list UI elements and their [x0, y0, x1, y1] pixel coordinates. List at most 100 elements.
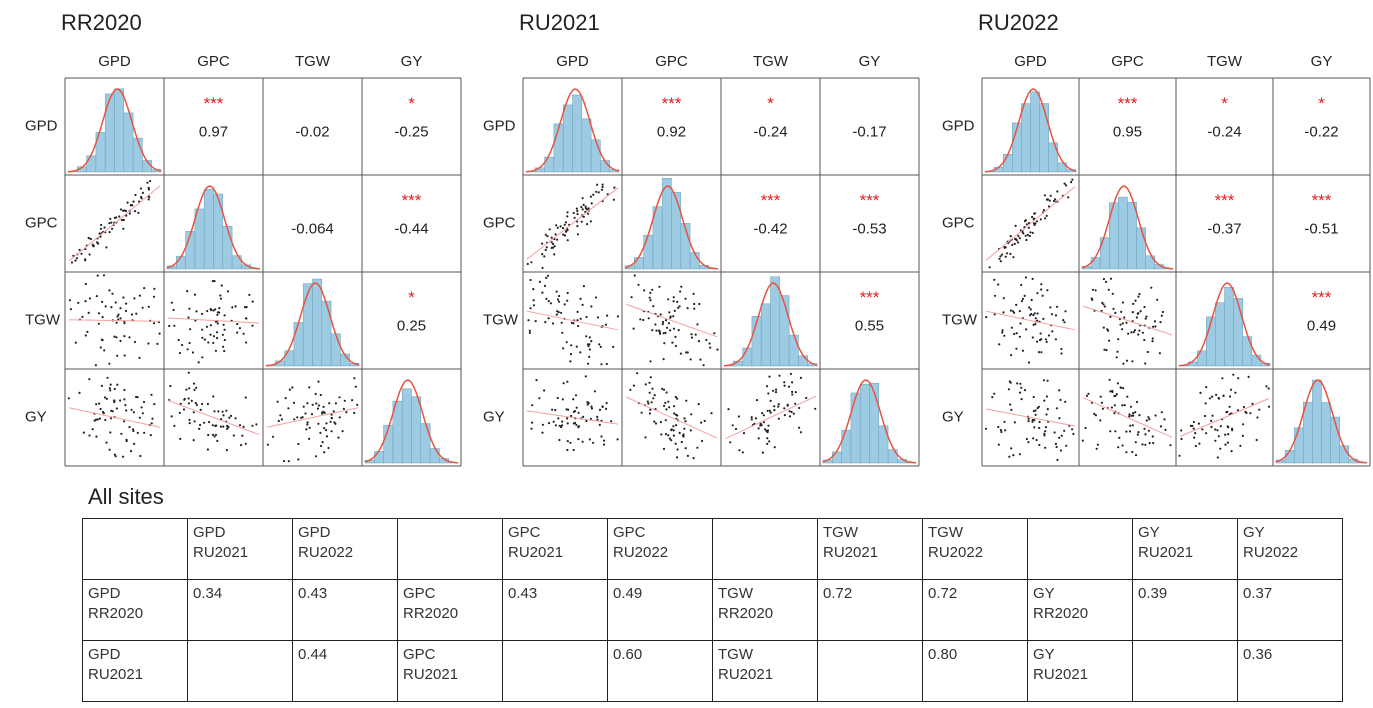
scatter-point: [119, 339, 122, 343]
scatter-point: [223, 328, 226, 331]
scatter-point: [193, 388, 196, 391]
scatter-point: [538, 397, 541, 400]
scatter-point: [338, 396, 341, 399]
scatter-point: [593, 390, 597, 393]
scatter-point: [306, 423, 309, 426]
scatter-point: [999, 428, 1003, 432]
scatter-point: [538, 280, 542, 283]
scatter-point: [1000, 253, 1004, 256]
scatter-point: [255, 423, 258, 426]
row-label: GY: [25, 408, 47, 425]
table-cell: 0.37: [1237, 579, 1343, 641]
scatter-point: [192, 411, 195, 414]
table-cell: GY RR2020: [1027, 579, 1133, 641]
table-cell: [397, 518, 503, 580]
scatter-point: [1008, 380, 1011, 383]
scatter-point: [1050, 313, 1054, 316]
scatter-point: [1044, 430, 1047, 433]
scatter-point: [993, 392, 996, 395]
scatter-point: [99, 227, 103, 230]
scatter-point: [97, 322, 100, 325]
scatter-point: [562, 347, 565, 350]
scatter-point: [762, 421, 766, 424]
scatter-point: [761, 451, 765, 454]
scatter-point: [562, 233, 565, 236]
scatter-point: [788, 410, 791, 413]
scatter-point: [755, 399, 759, 402]
scatter-point: [297, 458, 300, 461]
scatter-point: [208, 420, 211, 424]
scatter-point: [561, 420, 564, 423]
scatter-point: [103, 349, 106, 352]
density-curve: [364, 379, 459, 464]
scatter-point: [1193, 436, 1196, 439]
scatter-point: [287, 460, 290, 463]
scatter-point: [1071, 178, 1074, 181]
histogram-bar: [1002, 153, 1013, 173]
scatter-point: [1027, 441, 1030, 444]
scatter-point: [1139, 310, 1142, 313]
scatter-point: [1013, 242, 1016, 245]
scatter-point: [1087, 392, 1090, 395]
scatter-point: [768, 409, 771, 412]
scatter-point: [741, 451, 744, 454]
column-label: GY: [859, 53, 881, 70]
scatter-point: [139, 187, 142, 190]
table-cell: 0.72: [922, 579, 1028, 641]
scatter-point: [114, 301, 117, 304]
scatter-point: [1013, 332, 1016, 336]
histogram-bar: [1251, 354, 1262, 367]
scatter-point: [1007, 388, 1011, 391]
scatter-point: [123, 388, 126, 392]
scatter-point: [775, 388, 778, 391]
scatter-point: [123, 335, 126, 338]
scatter-point: [1125, 451, 1128, 454]
scatter-point: [1118, 436, 1121, 439]
correlation-value: 0.95: [1113, 123, 1142, 140]
scatter-point: [238, 424, 242, 427]
scatter-point: [187, 402, 190, 405]
scatter-point: [70, 261, 74, 264]
scatter-point: [74, 341, 77, 344]
scatter-point: [1090, 297, 1093, 300]
scatter-point: [1014, 237, 1017, 241]
scatter-point: [1232, 373, 1235, 376]
scatter-point: [308, 386, 311, 389]
scatter-point: [115, 407, 118, 410]
scatter-point: [87, 237, 90, 240]
scatter-point: [560, 311, 563, 314]
scatter-point: [1143, 338, 1146, 342]
scatter-point: [105, 397, 108, 400]
scatter-point: [115, 321, 118, 324]
scatter-point: [1111, 292, 1114, 295]
scatter-point: [563, 303, 566, 306]
histogram-bar: [104, 93, 115, 173]
correlation-value: 0.97: [199, 123, 228, 140]
scatter-point: [354, 385, 357, 388]
scatter-point: [685, 399, 688, 402]
scatter-point: [541, 291, 544, 294]
scatter-point: [1145, 315, 1148, 318]
scatter-point: [1144, 433, 1147, 436]
scatter-point: [98, 232, 101, 235]
scatter-point: [696, 446, 699, 449]
scatter-point: [1042, 379, 1045, 382]
scatter-point: [660, 433, 663, 436]
scatter-point: [1046, 289, 1049, 292]
scatter-point: [528, 331, 532, 334]
scatter-point: [215, 331, 219, 334]
scatter-point: [125, 214, 128, 217]
scatter-point: [1228, 395, 1232, 398]
scatter-point: [553, 253, 556, 256]
significance-stars: *: [1318, 94, 1325, 113]
scatter-point: [527, 319, 530, 322]
scatter-point: [120, 432, 123, 435]
table-cell: GPD RU2021: [82, 640, 188, 702]
scatter-point: [1138, 414, 1141, 417]
histogram-bar: [312, 278, 323, 367]
scatter-point: [541, 431, 544, 434]
scatter-point: [576, 225, 579, 228]
scatter-point: [690, 413, 693, 416]
significance-stars: *: [1221, 94, 1228, 113]
scatter-point: [1025, 223, 1028, 226]
